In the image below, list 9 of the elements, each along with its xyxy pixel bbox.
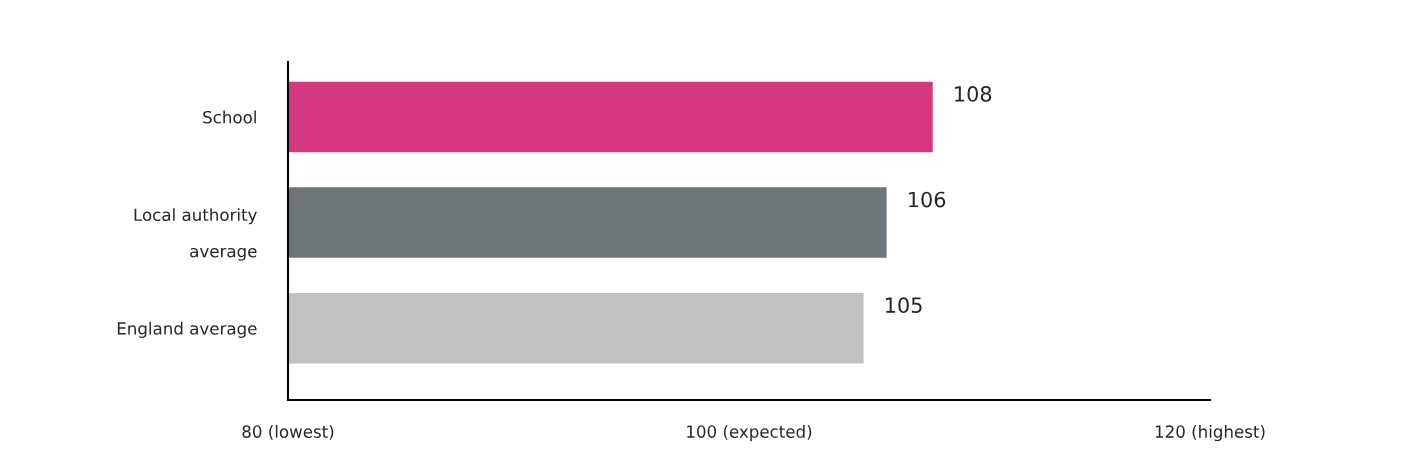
x-tick-label: 120 (highest)	[1155, 425, 1265, 442]
data-label: 108	[955, 86, 992, 102]
data-label: 106	[909, 191, 946, 208]
category-label: Local authority average	[134, 208, 257, 261]
data-label: 105	[885, 297, 922, 314]
x-tick-label: 80 (lowest)	[242, 425, 334, 440]
y-tick-label: England average	[117, 321, 257, 338]
y-tick-label: School	[203, 110, 256, 124]
x-tick-label: 100 (expected)	[687, 425, 812, 442]
